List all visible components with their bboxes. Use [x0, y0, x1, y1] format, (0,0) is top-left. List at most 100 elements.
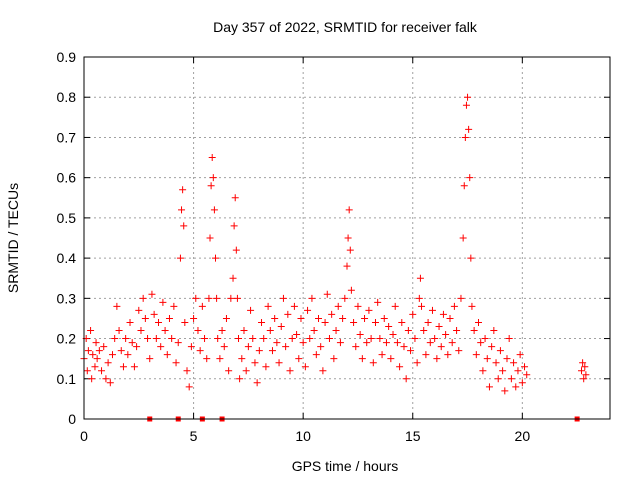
data-point: [247, 306, 255, 314]
data-point: [163, 351, 171, 359]
data-point: [293, 331, 301, 339]
data-point: [258, 318, 266, 326]
data-point: [139, 294, 147, 302]
data-point: [111, 335, 119, 343]
data-point: [92, 339, 100, 347]
data-point: [499, 367, 507, 375]
data-point: [391, 302, 399, 310]
data-point: [119, 363, 127, 371]
data-point: [146, 355, 154, 363]
data-point: [367, 335, 375, 343]
data-point: [192, 294, 200, 302]
data-point: [262, 363, 270, 371]
data-point: [435, 322, 443, 330]
data-point: [400, 343, 408, 351]
data-point: [183, 367, 191, 375]
data-point: [251, 359, 259, 367]
data-point: [398, 318, 406, 326]
data-point: [279, 294, 287, 302]
data-point: [260, 335, 268, 343]
y-tick-label: 0.7: [57, 129, 77, 145]
data-point: [214, 335, 222, 343]
data-point: [462, 101, 470, 109]
data-point: [168, 335, 176, 343]
y-axis-label: SRMTID / TECUs: [5, 183, 21, 293]
y-tick-label: 0.2: [57, 331, 77, 347]
data-point: [352, 343, 360, 351]
data-point: [236, 375, 244, 383]
data-point: [450, 302, 458, 310]
data-point: [332, 327, 340, 335]
data-point: [422, 351, 430, 359]
data-point: [201, 335, 209, 343]
data-point: [467, 254, 475, 262]
data-point: [93, 355, 101, 363]
data-point: [376, 335, 384, 343]
y-tick-label: 0.9: [57, 49, 77, 65]
data-point: [225, 367, 233, 375]
data-point: [115, 327, 123, 335]
data-point: [475, 318, 482, 326]
data-point: [323, 290, 331, 298]
data-point: [321, 318, 329, 326]
data-point: [124, 351, 132, 359]
data-point: [490, 327, 498, 335]
data-point: [580, 375, 588, 383]
data-point: [341, 294, 349, 302]
data-point: [170, 302, 178, 310]
data-point: [206, 234, 214, 242]
x-tick-label: 20: [515, 428, 531, 444]
data-point: [404, 327, 412, 335]
data-point: [233, 294, 241, 302]
data-point: [299, 339, 307, 347]
data-point: [413, 359, 421, 367]
data-point: [387, 355, 395, 363]
data-point: [176, 254, 184, 262]
data-point: [361, 314, 369, 322]
data-point: [409, 310, 417, 318]
data-point: [455, 347, 463, 355]
x-tick-label: 0: [80, 428, 88, 444]
data-point: [194, 327, 202, 335]
data-point: [172, 359, 180, 367]
data-point: [83, 367, 91, 375]
data-point: [128, 339, 136, 347]
data-point: [148, 290, 156, 298]
y-tick-label: 0.8: [57, 89, 77, 105]
data-point: [477, 339, 485, 347]
data-point: [363, 339, 371, 347]
data-point: [350, 318, 358, 326]
data-point: [521, 363, 529, 371]
data-point: [253, 379, 261, 387]
data-point: [152, 335, 160, 343]
data-point: [102, 375, 110, 383]
data-point: [238, 355, 246, 363]
y-tick-label: 0.1: [57, 371, 77, 387]
data-point: [165, 314, 173, 322]
data-point: [89, 351, 97, 359]
data-point: [130, 363, 138, 371]
data-point: [244, 343, 252, 351]
data-point: [380, 314, 388, 322]
data-point: [344, 234, 352, 242]
data-point: [354, 302, 362, 310]
data-point: [190, 314, 198, 322]
data-point: [174, 339, 182, 347]
data-point: [501, 387, 509, 395]
data-point: [444, 351, 452, 359]
data-point: [84, 347, 92, 355]
data-point: [301, 363, 309, 371]
data-point: [157, 343, 165, 351]
data-point: [325, 335, 333, 343]
data-point: [330, 355, 338, 363]
data-point: [468, 302, 476, 310]
data-point: [382, 339, 390, 347]
data-point: [288, 335, 296, 343]
data-point: [428, 306, 436, 314]
data-point: [446, 314, 454, 322]
data-point: [242, 367, 250, 375]
data-point: [512, 383, 520, 391]
data-point: [503, 355, 511, 363]
data-point: [579, 359, 587, 367]
data-point: [212, 254, 219, 262]
